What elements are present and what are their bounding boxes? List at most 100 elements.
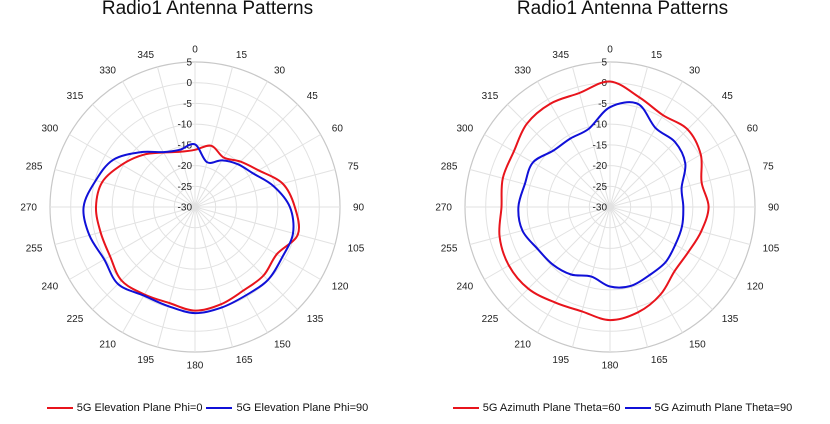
grid-spoke: [609, 206, 736, 280]
grid-spoke: [571, 66, 611, 208]
grid-spoke: [507, 206, 611, 310]
angle-tick-label: 255: [26, 243, 43, 254]
angle-tick-label: 345: [552, 50, 569, 61]
angle-tick-label: 45: [722, 91, 734, 102]
angle-tick-label: 135: [307, 314, 324, 325]
radial-tick-label: -25: [593, 182, 608, 193]
grid-spoke: [194, 206, 336, 246]
grid-spoke: [194, 66, 234, 208]
chart-title: Radio1 Antenna Patterns: [101, 0, 314, 19]
grid-spoke: [156, 66, 196, 208]
radial-tick-label: 0: [186, 78, 192, 89]
grid-spoke: [609, 81, 683, 208]
polar-plot-azimuth: 0 15 30 45 60 75 90 105 120 135 150 165 180 195 210 225…: [435, 45, 780, 372]
radial-tick-label: -5: [183, 99, 192, 110]
legend: 5G Elevation Plane Phi=0 5G Elevation Pl…: [0, 402, 415, 414]
legend-item: 5G Elevation Plane Phi=0: [46, 402, 202, 414]
angle-tick-label: 60: [747, 124, 759, 135]
angle-tick-label: 150: [274, 339, 291, 350]
chart-title: Radio1 Antenna Patterns: [516, 0, 729, 19]
grid-spoke: [537, 206, 611, 333]
legend-item: 5G Elevation Plane Phi=90: [206, 402, 368, 414]
angle-tick-label: 180: [602, 361, 619, 372]
grid-spoke: [69, 206, 196, 280]
radial-tick-label: 0: [601, 78, 607, 89]
angle-tick-label: 135: [722, 314, 739, 325]
grid-spoke: [537, 81, 611, 208]
radial-tick-label: -25: [178, 182, 193, 193]
angle-tick-label: 75: [348, 162, 360, 173]
angle-tick-label: 345: [137, 50, 154, 61]
legend-swatch: [452, 407, 479, 409]
series-line-2: [82, 143, 295, 315]
angle-tick-label: 240: [42, 282, 59, 293]
grid-spoke: [194, 168, 336, 208]
radial-tick-label: -10: [178, 120, 193, 131]
radial-tick-label: -20: [593, 161, 608, 172]
grid-spoke: [609, 206, 713, 310]
angle-tick-label: 150: [689, 339, 706, 350]
angle-tick-label: 0: [607, 45, 613, 56]
grid-spoke: [609, 206, 751, 246]
grid-spoke: [469, 206, 611, 246]
polar-grid: [464, 61, 756, 353]
angle-tick-label: 270: [435, 203, 452, 214]
legend-label: 5G Azimuth Plane Theta=90: [654, 402, 793, 414]
grid-spoke: [69, 134, 196, 208]
radial-tick-label: -30: [593, 203, 608, 214]
grid-spoke: [156, 206, 196, 348]
angle-tick-label: 120: [332, 282, 349, 293]
radial-tick-label: -30: [178, 203, 193, 214]
angle-tick-label: 90: [353, 203, 365, 214]
legend: 5G Azimuth Plane Theta=60 5G Azimuth Pla…: [415, 402, 830, 414]
grid-spoke: [609, 134, 736, 208]
angle-tick-label: 165: [651, 355, 668, 366]
grid-spoke: [469, 168, 611, 208]
legend-swatch: [624, 407, 651, 409]
chart-panel-left: Radio1 Antenna Patterns 0 15 30 45 60 75 90 105…: [0, 0, 415, 414]
series-line-1: [498, 80, 710, 322]
angle-tick-label: 315: [482, 91, 499, 102]
angle-tick-label: 75: [763, 162, 775, 173]
grid-spoke: [54, 206, 196, 246]
grid-spoke: [609, 206, 683, 333]
grid-spoke: [92, 206, 196, 310]
grid-spoke: [194, 206, 298, 310]
grid-spoke: [609, 104, 713, 208]
angle-tick-label: 195: [552, 355, 569, 366]
legend-swatch: [206, 407, 233, 409]
legend-label: 5G Azimuth Plane Theta=60: [482, 402, 621, 414]
angle-tick-label: 270: [20, 203, 37, 214]
angle-tick-label: 210: [514, 339, 531, 350]
angle-tick-label: 45: [307, 91, 319, 102]
angle-tick-label: 15: [651, 50, 663, 61]
radial-tick-label: -15: [593, 140, 608, 151]
angle-tick-label: 105: [763, 243, 780, 254]
angle-tick-label: 30: [274, 66, 286, 77]
polar-grid: [49, 61, 341, 353]
grid-spoke: [484, 206, 611, 280]
legend-label: 5G Elevation Plane Phi=90: [236, 402, 369, 414]
legend-swatch: [46, 407, 73, 409]
angle-tick-label: 165: [236, 355, 253, 366]
grid-spoke: [609, 168, 751, 208]
polar-plot-elevation: 0 15 30 45 60 75 90 105 120 135 150 165 180 195 210 225…: [20, 45, 365, 372]
radial-tick-label: 5: [601, 58, 607, 69]
radial-tick-label: -15: [178, 140, 193, 151]
grid-spoke: [92, 104, 196, 208]
series-line-1: [94, 144, 301, 312]
grid-spoke: [122, 206, 196, 333]
angle-tick-label: 90: [768, 203, 780, 214]
grid-spoke: [484, 134, 611, 208]
angle-tick-label: 180: [187, 361, 204, 372]
legend-item: 5G Azimuth Plane Theta=90: [624, 402, 793, 414]
grid-spoke: [194, 206, 321, 280]
angle-tick-label: 300: [42, 124, 59, 135]
angle-tick-label: 225: [482, 314, 499, 325]
radial-tick-label: -20: [178, 161, 193, 172]
grid-spoke: [194, 206, 234, 348]
grid-spoke: [609, 206, 649, 348]
angle-tick-label: 225: [67, 314, 84, 325]
angle-tick-label: 210: [99, 339, 116, 350]
chart-panel-right: Radio1 Antenna Patterns 0 15 30 45 60 75 90 105…: [415, 0, 830, 424]
